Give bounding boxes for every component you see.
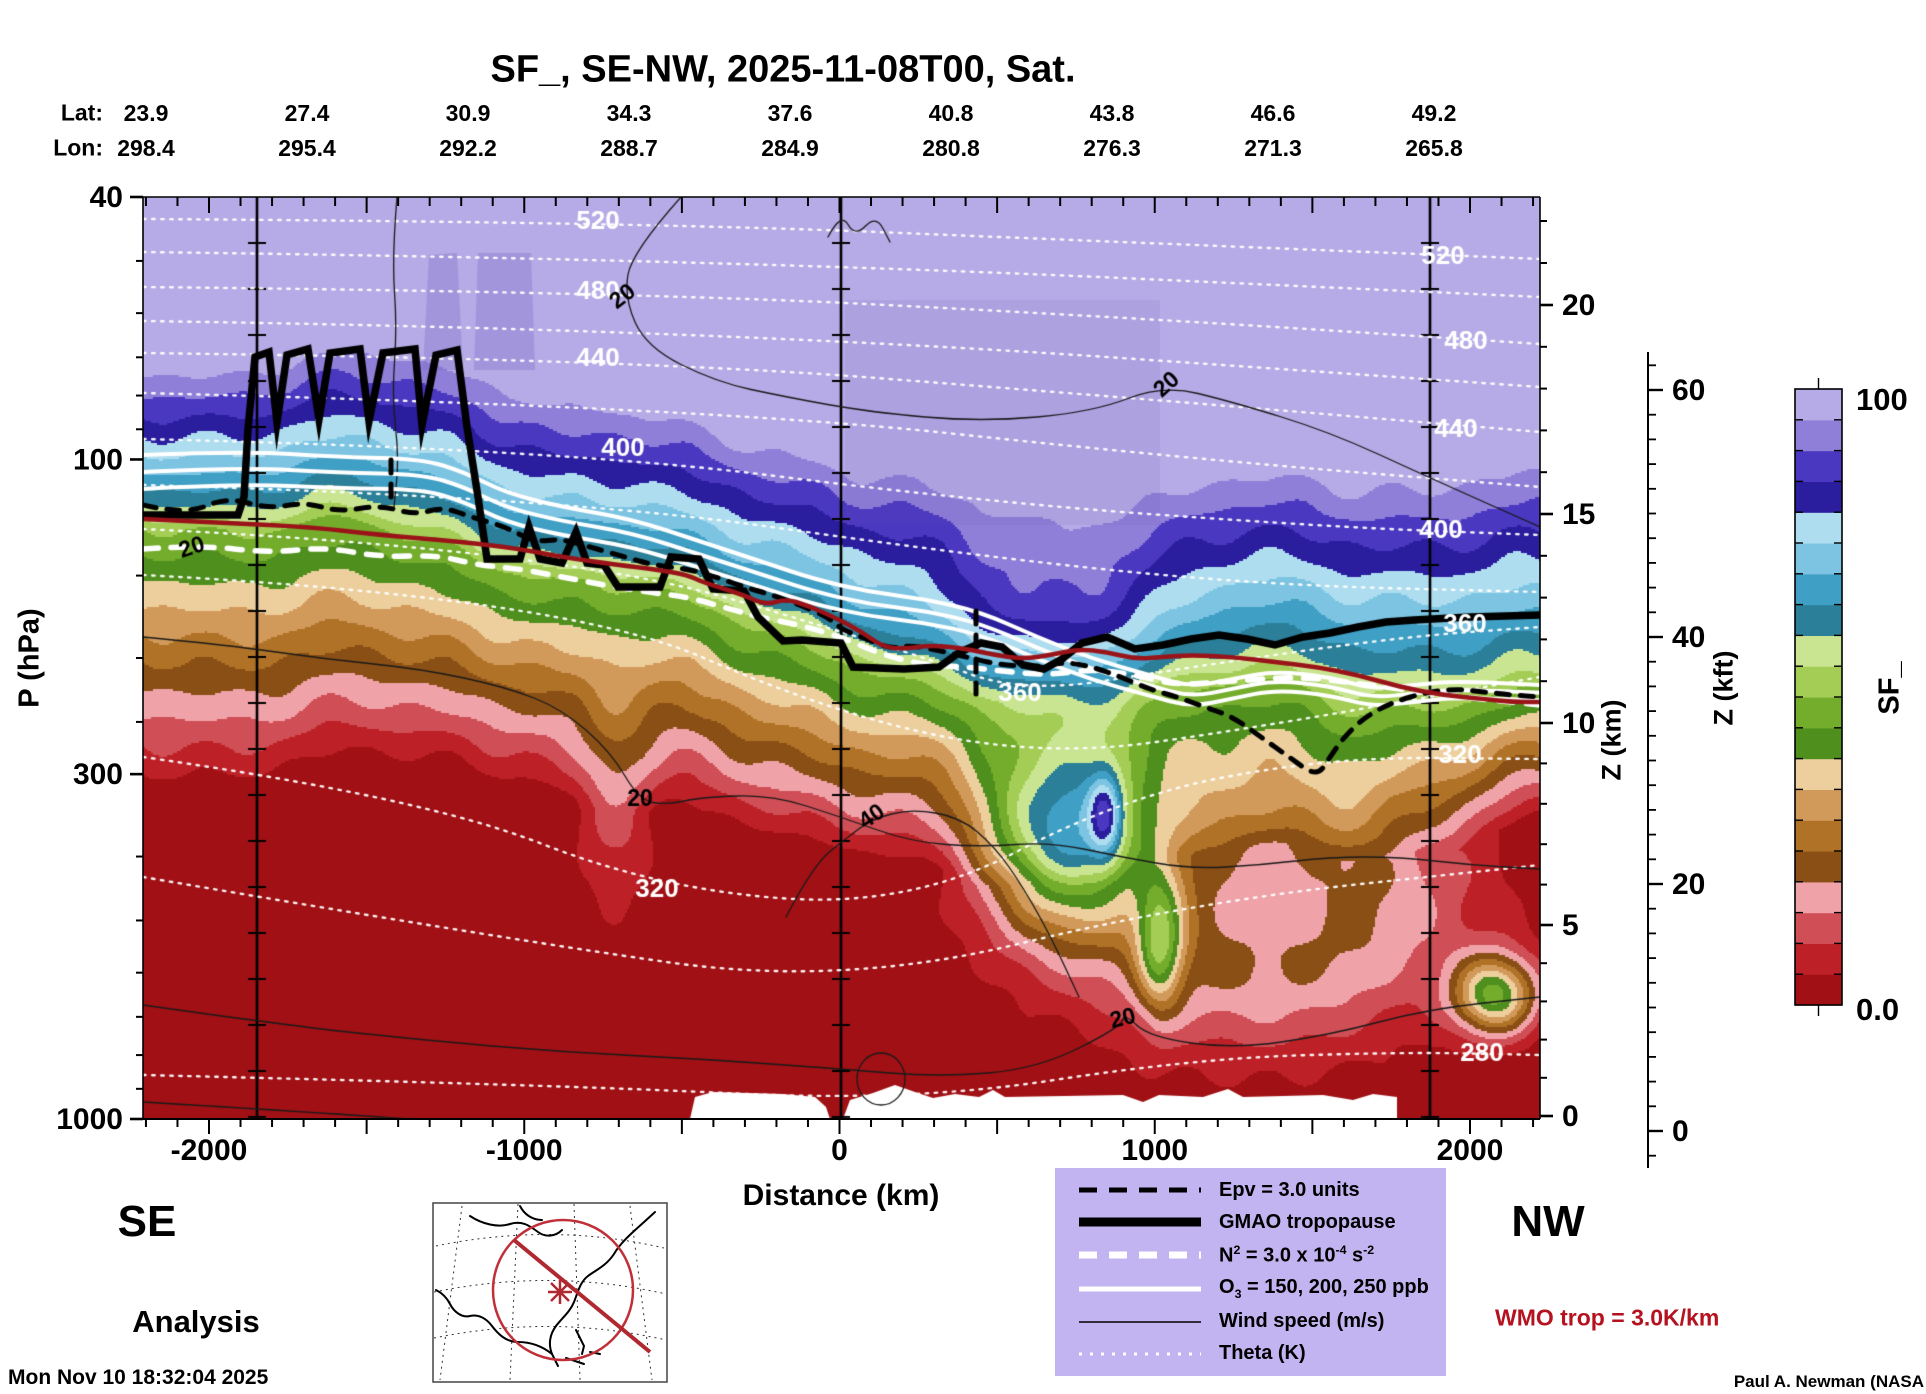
lon-row-label: Lon: [53, 134, 103, 161]
svg-text:40.8: 40.8 [929, 100, 974, 126]
legend-item-label: N2 = 3.0 x 10-4 s-2 [1219, 1242, 1375, 1267]
svg-text:40: 40 [1672, 621, 1705, 654]
svg-text:27.4: 27.4 [285, 100, 330, 126]
svg-text:298.4: 298.4 [117, 135, 175, 161]
svg-text:43.8: 43.8 [1090, 100, 1135, 126]
svg-text:300: 300 [73, 758, 123, 791]
svg-text:49.2: 49.2 [1412, 100, 1457, 126]
contour-field-canvas [143, 197, 1540, 1119]
svg-text:30.9: 30.9 [446, 100, 491, 126]
svg-text:288.7: 288.7 [600, 135, 658, 161]
svg-text:0: 0 [1672, 1115, 1689, 1148]
map-track-line [512, 1238, 652, 1354]
lat-row-label: Lat: [60, 99, 103, 126]
legend-item: Theta (K) [1055, 1342, 1446, 1365]
svg-text:60: 60 [1672, 374, 1705, 407]
svg-text:10: 10 [1562, 707, 1595, 740]
legend-item: GMAO tropopause [1055, 1211, 1446, 1234]
map-coastline [435, 1205, 656, 1367]
corner-label-se: SE [117, 1197, 177, 1246]
svg-text:23.9: 23.9 [124, 100, 169, 126]
plot-title: SF_, SE-NW, 2025-11-08T00, Sat. [490, 48, 1076, 91]
svg-text:284.9: 284.9 [761, 135, 819, 161]
svg-text:15: 15 [1562, 498, 1595, 531]
svg-text:1000: 1000 [56, 1103, 123, 1136]
svg-text:34.3: 34.3 [607, 100, 652, 126]
legend-item: Wind speed (m/s) [1055, 1310, 1446, 1333]
svg-text:280.8: 280.8 [922, 135, 980, 161]
svg-text:37.6: 37.6 [768, 100, 813, 126]
svg-text:40: 40 [90, 181, 123, 214]
legend-line-sample [1079, 1321, 1201, 1323]
legend-item-label: Wind speed (m/s) [1219, 1310, 1385, 1333]
render-timestamp: Mon Nov 10 18:32:04 2025 [8, 1366, 269, 1389]
colorbar-max-label: 100 [1856, 382, 1908, 417]
distance-axis-title: Distance (km) [742, 1179, 940, 1212]
svg-text:276.3: 276.3 [1083, 135, 1141, 161]
legend: Epv = 3.0 units GMAO tropopause N2 = 3.0 x… [1055, 1168, 1446, 1376]
colorbar-min-label: 0.0 [1856, 992, 1900, 1027]
legend-line-sample [1079, 1187, 1201, 1193]
legend-line-sample [1079, 1251, 1201, 1259]
map-graticule [434, 1204, 666, 1381]
legend-item-label: Theta (K) [1219, 1342, 1306, 1365]
legend-line-sample [1079, 1217, 1201, 1227]
svg-text:271.3: 271.3 [1244, 135, 1302, 161]
pressure-axis-title: P (hPa) [13, 608, 46, 708]
svg-text:-1000: -1000 [486, 1134, 563, 1167]
svg-text:100: 100 [73, 443, 123, 476]
corner-label-nw: NW [1511, 1197, 1585, 1246]
svg-text:292.2: 292.2 [439, 135, 497, 161]
legend-item: N2 = 3.0 x 10-4 s-2 [1055, 1243, 1446, 1268]
svg-text:1000: 1000 [1121, 1134, 1188, 1167]
legend-item: O3 = 150, 200, 250 ppb [1055, 1276, 1446, 1301]
legend-item: Epv = 3.0 units [1055, 1179, 1446, 1202]
credit-label: Paul A. Newman (NASA [1733, 1372, 1924, 1391]
colorbar-title: SF_ [1873, 661, 1906, 715]
svg-text:295.4: 295.4 [278, 135, 336, 161]
svg-text:-2000: -2000 [171, 1134, 248, 1167]
wmo-trop-note: WMO trop = 3.0K/km [1495, 1304, 1720, 1331]
svg-text:5: 5 [1562, 909, 1579, 942]
legend-item-label: GMAO tropopause [1219, 1210, 1396, 1233]
svg-text:20: 20 [1562, 289, 1595, 322]
map-center-star-icon [548, 1280, 572, 1304]
legend-item-label: Epv = 3.0 units [1219, 1178, 1360, 1201]
svg-text:20: 20 [1672, 868, 1705, 901]
legend-line-sample [1079, 1352, 1201, 1356]
analysis-label: Analysis [132, 1304, 260, 1339]
legend-item-label: O3 = 150, 200, 250 ppb [1219, 1276, 1429, 1302]
map-domain-circle [491, 1218, 635, 1362]
svg-text:46.6: 46.6 [1251, 100, 1296, 126]
svg-text:2000: 2000 [1437, 1134, 1504, 1167]
legend-line-sample [1079, 1286, 1201, 1292]
map-inset-frame [432, 1202, 668, 1383]
zkft-axis-title: Z (kft) [1708, 650, 1739, 726]
svg-text:0: 0 [831, 1134, 848, 1167]
zkm-axis-title: Z (km) [1596, 699, 1627, 781]
svg-text:265.8: 265.8 [1405, 135, 1463, 161]
svg-text:0: 0 [1562, 1100, 1579, 1133]
